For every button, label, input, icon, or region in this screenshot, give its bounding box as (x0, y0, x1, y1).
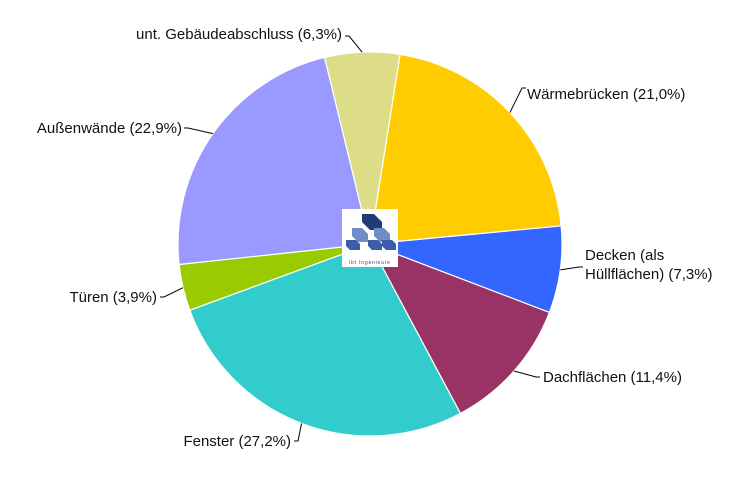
slice-label: Wärmebrücken (21,0%) (527, 86, 685, 103)
slice-label: Türen (3,9%) (69, 289, 157, 306)
slice-label: unt. Gebäudeabschluss (6,3%) (136, 26, 342, 43)
slice-label: Außenwände (22,9%) (37, 120, 182, 137)
slice-labels: Wärmebrücken (21,0%) Decken (als Hüllfläch… (37, 26, 713, 450)
label-leader-line (560, 266, 583, 271)
slice-label: Dachflächen (11,4%) (543, 369, 682, 386)
pie-slice (368, 242, 551, 415)
label-leader-line (184, 127, 214, 135)
label-leader-line (294, 423, 303, 442)
label-leader-line (509, 87, 526, 113)
label-leader-line (345, 35, 363, 53)
pie-slices (177, 51, 563, 437)
slice-label: Hüllflächen) (7,3%) (585, 266, 713, 283)
label-leader-line (160, 287, 184, 298)
label-leader-line (513, 370, 540, 378)
logo-text: ibt Ingenieure (349, 260, 391, 266)
label-leaders (160, 35, 583, 442)
logo-icon: ibt Ingenieure (342, 209, 398, 267)
pie-slice (369, 53, 562, 245)
slice-label: Decken (als (585, 247, 664, 264)
pie-slice (188, 243, 462, 437)
slice-label: Fenster (27,2%) (183, 433, 291, 450)
pie-slice (323, 51, 401, 245)
